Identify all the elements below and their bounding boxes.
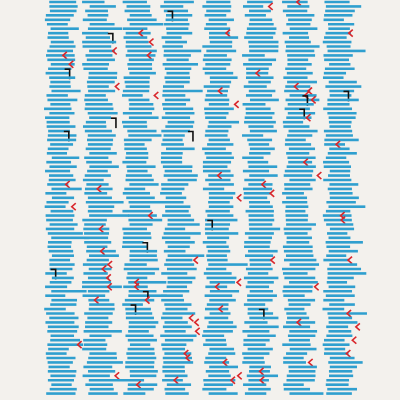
chevron <box>148 37 155 47</box>
chevron <box>269 255 276 265</box>
chevron <box>345 309 352 318</box>
chevron <box>334 140 341 149</box>
chevron <box>172 376 179 385</box>
chevron <box>316 171 322 180</box>
chevron <box>295 318 302 327</box>
chevron <box>216 171 223 180</box>
chevron <box>98 224 104 234</box>
chevron <box>258 367 265 376</box>
chevron <box>313 282 320 291</box>
bracket <box>110 117 117 129</box>
chevron <box>306 86 313 96</box>
chevron <box>64 180 71 189</box>
chevron <box>61 51 68 60</box>
chevron <box>106 260 113 269</box>
chevron <box>310 95 317 105</box>
chevron <box>137 29 144 38</box>
chevron <box>153 91 159 100</box>
chevron <box>105 273 112 283</box>
chevron <box>307 358 314 367</box>
chevron <box>184 353 191 363</box>
chevron <box>293 82 300 91</box>
chevron <box>101 264 107 274</box>
chevron <box>345 349 351 358</box>
bracket <box>130 304 137 316</box>
chevron <box>233 100 240 109</box>
chevron <box>295 0 302 7</box>
chevron <box>183 349 189 358</box>
chevron <box>193 318 200 327</box>
chevron <box>346 255 353 265</box>
chevron <box>68 60 74 69</box>
bracket <box>63 130 70 142</box>
chevron <box>258 376 265 385</box>
chevron <box>146 51 152 60</box>
chevron <box>217 304 224 314</box>
bracket <box>207 219 214 231</box>
chevron <box>236 371 243 380</box>
chevron <box>229 376 236 385</box>
chevron <box>260 180 267 189</box>
chevron <box>192 255 199 265</box>
bracket <box>64 68 71 80</box>
chevron <box>114 82 120 91</box>
chevron <box>217 86 223 96</box>
chevron <box>106 282 113 291</box>
chevron <box>267 2 274 11</box>
chevron <box>347 29 354 38</box>
chevron <box>133 282 140 291</box>
chevron <box>221 358 228 367</box>
chevron <box>96 184 102 194</box>
bracket <box>343 90 350 102</box>
chevron <box>236 193 242 202</box>
chevron <box>268 189 275 198</box>
chevron <box>70 202 77 211</box>
bracket <box>50 268 57 280</box>
bracket <box>258 308 265 320</box>
bracket <box>142 241 149 253</box>
chevron <box>144 296 151 305</box>
chevron <box>99 247 106 256</box>
bracket <box>187 130 194 142</box>
chevron <box>93 296 100 305</box>
chevron <box>147 211 154 220</box>
chevron <box>194 327 201 336</box>
bracket <box>107 32 114 44</box>
chevron <box>188 313 194 323</box>
chevron <box>354 322 361 331</box>
chevron <box>135 380 142 389</box>
bracket <box>299 108 306 120</box>
chevron <box>302 158 309 167</box>
chevron <box>111 46 118 56</box>
bracket <box>167 10 174 22</box>
chevron <box>113 371 120 380</box>
chevron <box>305 113 311 122</box>
chevron <box>224 29 231 38</box>
chevron <box>254 69 261 78</box>
chevron <box>235 278 242 287</box>
chevron <box>76 340 83 349</box>
chevron <box>351 336 357 345</box>
bracket <box>302 95 309 106</box>
chevron <box>214 282 221 291</box>
chevron <box>339 215 346 225</box>
